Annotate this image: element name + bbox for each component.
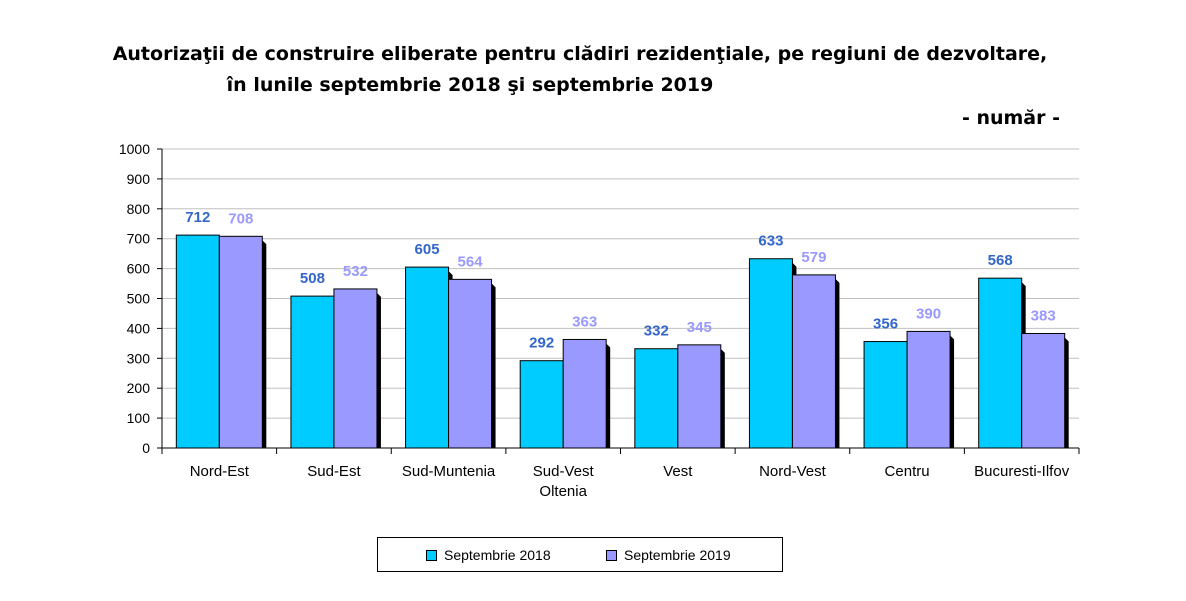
data-label: 532 <box>343 263 368 280</box>
bar-shadow <box>950 335 955 448</box>
data-label: 568 <box>988 252 1013 269</box>
bar-series1 <box>863 341 908 449</box>
bar-shadow <box>1064 337 1069 448</box>
data-label: 345 <box>687 319 712 336</box>
y-tick-label: 900 <box>127 171 151 187</box>
legend-label-series2: Septembrie 2019 <box>624 547 731 563</box>
legend-swatch-series1 <box>426 549 437 561</box>
x-tick-label: Centru <box>885 463 930 480</box>
bar-series2 <box>448 278 493 449</box>
legend-label-series1: Septembrie 2018 <box>444 547 551 563</box>
data-label: 508 <box>300 270 325 287</box>
bar-series1 <box>634 348 679 449</box>
bar-series2 <box>677 344 722 449</box>
bar-series1 <box>519 360 564 449</box>
bar-shadow <box>262 240 267 448</box>
bar-shadow <box>835 278 840 448</box>
x-tick-label: Nord-Vest <box>759 463 827 480</box>
bar-series2 <box>906 330 951 449</box>
x-tick-label: Sud-Est <box>307 463 361 480</box>
x-tick-label: Vest <box>663 463 693 480</box>
data-label: 708 <box>228 210 253 227</box>
bar-shadow <box>376 292 381 448</box>
y-tick-label: 800 <box>127 201 151 217</box>
y-tick-label: 300 <box>127 350 151 366</box>
y-tick-label: 600 <box>127 261 151 277</box>
bar-shadow <box>606 343 611 448</box>
y-tick-label: 200 <box>127 380 151 396</box>
bar-series1 <box>175 234 220 449</box>
bar-series1 <box>405 266 450 449</box>
bar-series2 <box>562 338 607 449</box>
chart-title-line1: Autorizaţii de construire eliberate pent… <box>112 43 1048 65</box>
y-tick-label: 1000 <box>119 141 150 157</box>
bar-series2 <box>218 235 263 449</box>
y-tick-label: 0 <box>142 440 150 456</box>
data-label: 356 <box>873 316 898 333</box>
x-tick-label: Nord-Est <box>190 463 250 480</box>
bar-series1 <box>978 277 1023 449</box>
data-label: 363 <box>572 313 597 330</box>
data-label: 332 <box>644 323 669 340</box>
x-tick-label: Sud-Vest <box>533 463 595 480</box>
y-tick-label: 700 <box>127 231 151 247</box>
data-label: 564 <box>458 253 484 270</box>
bar-series1 <box>290 295 335 449</box>
data-label: 712 <box>185 209 210 226</box>
y-tick-label: 400 <box>127 320 151 336</box>
unit-label: - număr - <box>961 107 1060 129</box>
y-tick-label: 100 <box>127 410 151 426</box>
bar-series2 <box>333 288 378 449</box>
bar-series2 <box>791 274 836 449</box>
y-tick-label: 500 <box>127 291 151 307</box>
legend-swatch-series2 <box>606 549 617 561</box>
x-tick-label: Oltenia <box>539 483 587 500</box>
x-tick-label: Sud-Muntenia <box>402 463 496 480</box>
data-label: 390 <box>916 305 941 322</box>
bar-series2 <box>1021 332 1066 449</box>
bar-shadow <box>491 283 496 448</box>
legend-item-series1: Septembrie 2018 <box>426 547 551 563</box>
data-label: 605 <box>415 241 440 258</box>
data-label: 579 <box>801 249 826 266</box>
chart-title-line2: în lunile septembrie 2018 şi septembrie … <box>226 74 714 96</box>
bar-series1 <box>748 258 793 449</box>
legend: Septembrie 2018 Septembrie 2019 <box>377 537 783 572</box>
data-label: 292 <box>529 335 554 352</box>
data-label: 383 <box>1031 307 1056 324</box>
bar-shadow <box>720 348 725 448</box>
legend-item-series2: Septembrie 2019 <box>606 547 731 563</box>
x-tick-label: Bucuresti-Ilfov <box>974 463 1070 480</box>
data-label: 633 <box>758 233 783 250</box>
